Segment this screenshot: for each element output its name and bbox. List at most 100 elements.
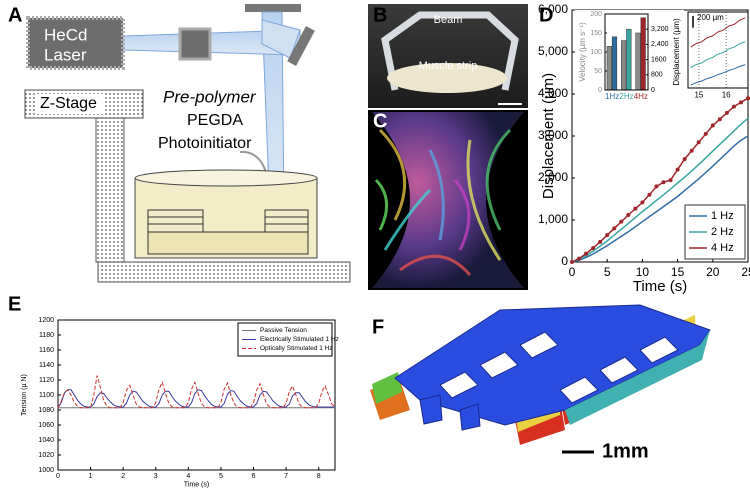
y-tick-label: 1040 [38,437,54,444]
pillar [265,210,308,232]
marker [676,168,680,172]
marker [633,207,637,211]
x-tick-label: 2 [121,473,125,480]
y-tick-label: 150 [590,30,602,37]
panel-label: F [372,316,384,338]
x-tick-label: 10 [636,265,650,279]
marker [697,140,701,144]
y-tick-label: 1060 [38,422,54,429]
marker [647,193,651,197]
marker [640,200,644,204]
x-tick-label: 15 [671,265,685,279]
y-tick-label: 200 [590,11,602,18]
panel-label: C [373,110,387,132]
y-tick-label: 1180 [39,332,54,339]
y-tick-label: 1000 [38,467,54,474]
marker [746,96,750,100]
legend-label: 2 Hz [711,226,734,238]
panel-label: A [8,4,22,26]
y-axis-label: Tension (µ N) [21,374,28,416]
y-tick-label: 5,000 [538,44,568,58]
bar [607,46,612,90]
x-tick-label: 4 [186,473,190,480]
x-tick-label: 8 [317,473,321,480]
photo-label: Beam [434,14,463,26]
marker [662,180,666,184]
pillar [420,395,442,424]
marker [598,240,602,244]
x-tick-label: 5 [219,473,223,480]
y-tick-label: 1100 [39,392,54,399]
marker [683,157,687,161]
x-tick-label: 6 [252,473,256,480]
marker [591,246,595,250]
y-tick-label: 1080 [38,407,54,414]
x-tick-label: 16 [722,90,731,99]
marker [739,100,743,104]
series-line [58,390,335,408]
legend-label: Passive Tension [260,327,307,334]
y-tick-label: 1200 [38,317,54,324]
legend-label: 4 Hz [711,242,734,254]
setup-diagram: HeCd Laser Z-Stage Pre-polymer PEGDA Pho… [25,4,350,282]
marker [725,111,729,115]
x-tick-label: 0 [569,265,576,279]
y2-axis-label: Displacement (µm) [672,18,681,86]
marker [570,260,574,264]
y-tick-label: 0 [561,254,568,268]
lens [180,29,210,59]
y-axis-label: Velocity (µm s⁻¹) [578,22,587,82]
marker [711,124,715,128]
marker [577,257,581,261]
y2-tick-label: 0 [651,87,655,94]
micrograph [368,110,528,290]
x-axis-label: Time (s) [633,278,687,295]
prepolymer-label: PEGDA [187,112,243,129]
x-tick-label: 1 [89,473,93,480]
bar [641,18,646,90]
laser-label: HeCd [44,25,87,44]
photo-label: Muscle strip [419,60,478,72]
marker [718,117,722,121]
y-tick-label: 100 [590,49,602,56]
marker [654,184,658,188]
marker [612,226,616,230]
bar [621,41,626,90]
y-tick-label: 50 [594,68,602,75]
marker [669,178,673,182]
bar [627,29,632,90]
y-tick-label: 1,000 [538,212,568,226]
prepolymer-label: Photoinitiator [158,135,252,152]
scale-bar-label: 200 µm [697,13,724,22]
laser-label: Laser [44,45,87,64]
pillar [148,210,203,232]
y2-tick-label: 1600 [651,56,667,63]
marker [690,149,694,153]
y-tick-label: 6,000 [538,2,568,16]
y2-tick-label: 800 [651,72,663,79]
x-tick-label: 25 [741,265,750,279]
vat-rim [135,170,317,186]
photo: Beam Muscle strip [368,4,528,108]
panel-label: B [373,4,387,26]
marker [626,213,630,217]
y-tick-label: 1160 [39,347,54,354]
y-tick-label: 1120 [39,377,54,384]
figure: HeCd Laser Z-Stage Pre-polymer PEGDA Pho… [0,0,750,496]
x-tick-label: 5 [604,265,611,279]
x-tick-label: 0 [56,473,60,480]
x-tick-label: 2Hz [619,92,633,101]
x-tick-label: 7 [284,473,288,480]
x-tick-label: 4Hz [634,92,648,101]
strip-base [148,232,308,254]
prepolymer-label: Pre-polymer [163,87,257,106]
y-tick-label: 1020 [38,452,54,459]
marker [732,105,736,109]
x-tick-label: 20 [706,265,720,279]
scale-bar-label: 1mm [602,440,649,462]
marker [619,220,623,224]
fem-render: 1mm [370,305,710,462]
stage-label: Z-Stage [40,95,97,112]
panel-label: E [8,293,21,315]
x-tick-label: 15 [694,90,703,99]
